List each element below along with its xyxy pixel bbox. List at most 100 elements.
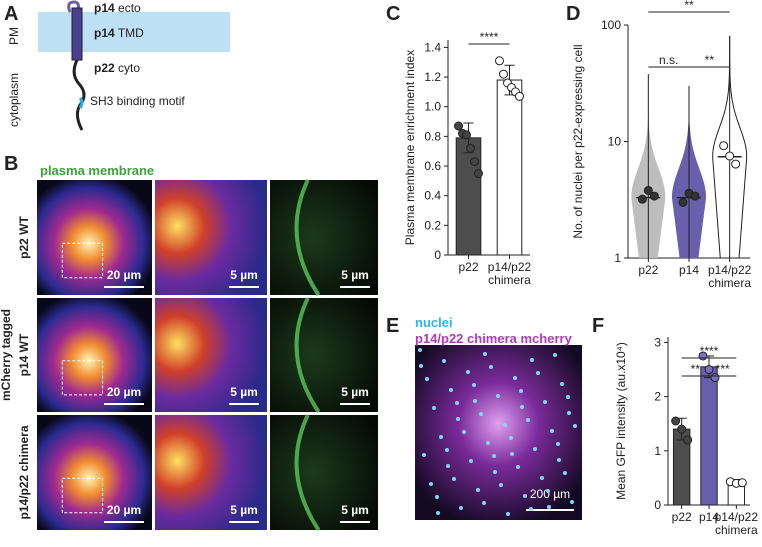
scale-label: 200 µm	[530, 487, 570, 501]
row-label: p22 WT	[17, 215, 31, 258]
nucleus-dot	[435, 495, 439, 499]
label-rest: cyto	[118, 61, 140, 75]
region-label: PM	[7, 27, 21, 45]
nucleus-dot	[493, 470, 497, 474]
ecto-hook	[67, 0, 80, 13]
e-image	[415, 345, 582, 520]
x-tick-label-box: p14/p22 chimera	[708, 264, 751, 290]
nucleus-dot	[445, 448, 449, 452]
nucleus-dot	[476, 488, 480, 492]
label-bold: p14	[94, 26, 115, 40]
sig-label: ****	[700, 344, 719, 358]
nucleus-dot	[547, 505, 551, 509]
data-point	[677, 424, 687, 434]
label-rest: ecto	[118, 1, 141, 15]
x-tick-label-box: p14	[679, 264, 699, 277]
micrograph	[155, 415, 267, 530]
y-tick-label: 3	[654, 335, 661, 349]
bar	[700, 366, 718, 506]
e-label: p14/p22 chimera mcherry	[415, 331, 573, 346]
y-tick-label: 1.4	[424, 40, 441, 54]
nucleus-dot	[516, 465, 520, 469]
protein-label: p22 cyto	[94, 61, 140, 75]
nucleus-dot	[449, 388, 453, 392]
data-point	[671, 416, 681, 426]
label-bold: p14	[94, 1, 115, 15]
nucleus-dot	[509, 436, 513, 440]
data-point	[683, 435, 693, 445]
tmd	[71, 7, 83, 61]
nucleus-dot	[456, 417, 460, 421]
nucleus-dot	[483, 352, 487, 356]
nucleus-dot	[543, 400, 547, 404]
x-tick-label: p22	[671, 511, 692, 524]
x-tick-label: p14/p22 chimera	[714, 511, 759, 537]
nucleus-dot	[472, 383, 476, 387]
nucleus-dot	[459, 506, 463, 510]
micrograph	[270, 298, 378, 412]
data-point	[678, 197, 688, 207]
protein-label: SH3 binding motif	[90, 94, 185, 108]
scale-label: 5 µm	[341, 385, 369, 399]
region-label: cytoplasm	[7, 73, 21, 127]
nucleus-dot	[425, 377, 429, 381]
nucleus-dot	[536, 371, 540, 375]
nucleus-dot	[523, 494, 527, 498]
sig-label: **	[691, 362, 701, 376]
nucleus-dot	[469, 459, 473, 463]
nucleus-dot	[510, 452, 514, 456]
b-side-label: mCherry tagged	[0, 309, 13, 401]
nucleus-dot	[496, 394, 500, 398]
nucleus-dot	[452, 477, 456, 481]
micrograph	[37, 298, 152, 412]
x-tick-label-box: p14/p22 chimera	[714, 511, 759, 537]
nucleus-dot	[482, 501, 486, 505]
y-tick-label: 0	[654, 498, 661, 512]
x-tick-label: p22	[638, 264, 659, 277]
data-point	[474, 168, 483, 178]
zoom-box	[61, 242, 104, 279]
nucleus-dot	[566, 395, 570, 399]
y-tick-label: 100	[601, 18, 621, 32]
data-point	[470, 157, 479, 167]
data-point	[725, 151, 735, 161]
b-header: plasma membrane	[40, 163, 154, 178]
data-point	[515, 91, 524, 101]
x-tick-label: p22	[458, 261, 479, 274]
data-point	[495, 56, 504, 66]
nucleus-dot	[436, 511, 440, 515]
y-tick-label: 0.4	[424, 189, 441, 203]
panel-letter: D	[566, 3, 580, 25]
x-tick-label: p14	[698, 511, 720, 524]
data-point	[737, 478, 747, 488]
nucleus-dot	[513, 376, 517, 380]
nucleus-dot	[499, 483, 503, 487]
membrane-signal	[294, 297, 321, 414]
data-point	[719, 141, 729, 151]
x-tick-label: p14/p22 chimera	[487, 261, 532, 287]
scale-label: 5 µm	[230, 268, 258, 282]
data-point	[649, 191, 659, 201]
scale-label: 5 µm	[230, 385, 258, 399]
panel-letter: F	[592, 315, 604, 337]
y-tick-label: 10	[608, 135, 622, 149]
micrograph	[155, 180, 267, 295]
nucleus-dot	[418, 348, 422, 352]
data-point	[704, 365, 714, 375]
sig-label: **	[684, 0, 694, 12]
nucleus-dot	[486, 441, 490, 445]
panel-letter: C	[386, 3, 400, 25]
nucleus-dot	[503, 423, 507, 427]
data-point	[690, 191, 700, 201]
sig-label: n.s.	[659, 53, 678, 67]
nucleus-dot	[533, 447, 537, 451]
data-point	[731, 159, 741, 169]
nucleus-dot	[455, 401, 459, 405]
x-tick-label-box: p22	[458, 261, 479, 274]
nucleus-dot	[446, 464, 450, 468]
nucleus-dot	[432, 406, 436, 410]
nucleus-dot	[520, 405, 524, 409]
y-axis-label: Plasma membrane enrichment index	[403, 50, 417, 245]
